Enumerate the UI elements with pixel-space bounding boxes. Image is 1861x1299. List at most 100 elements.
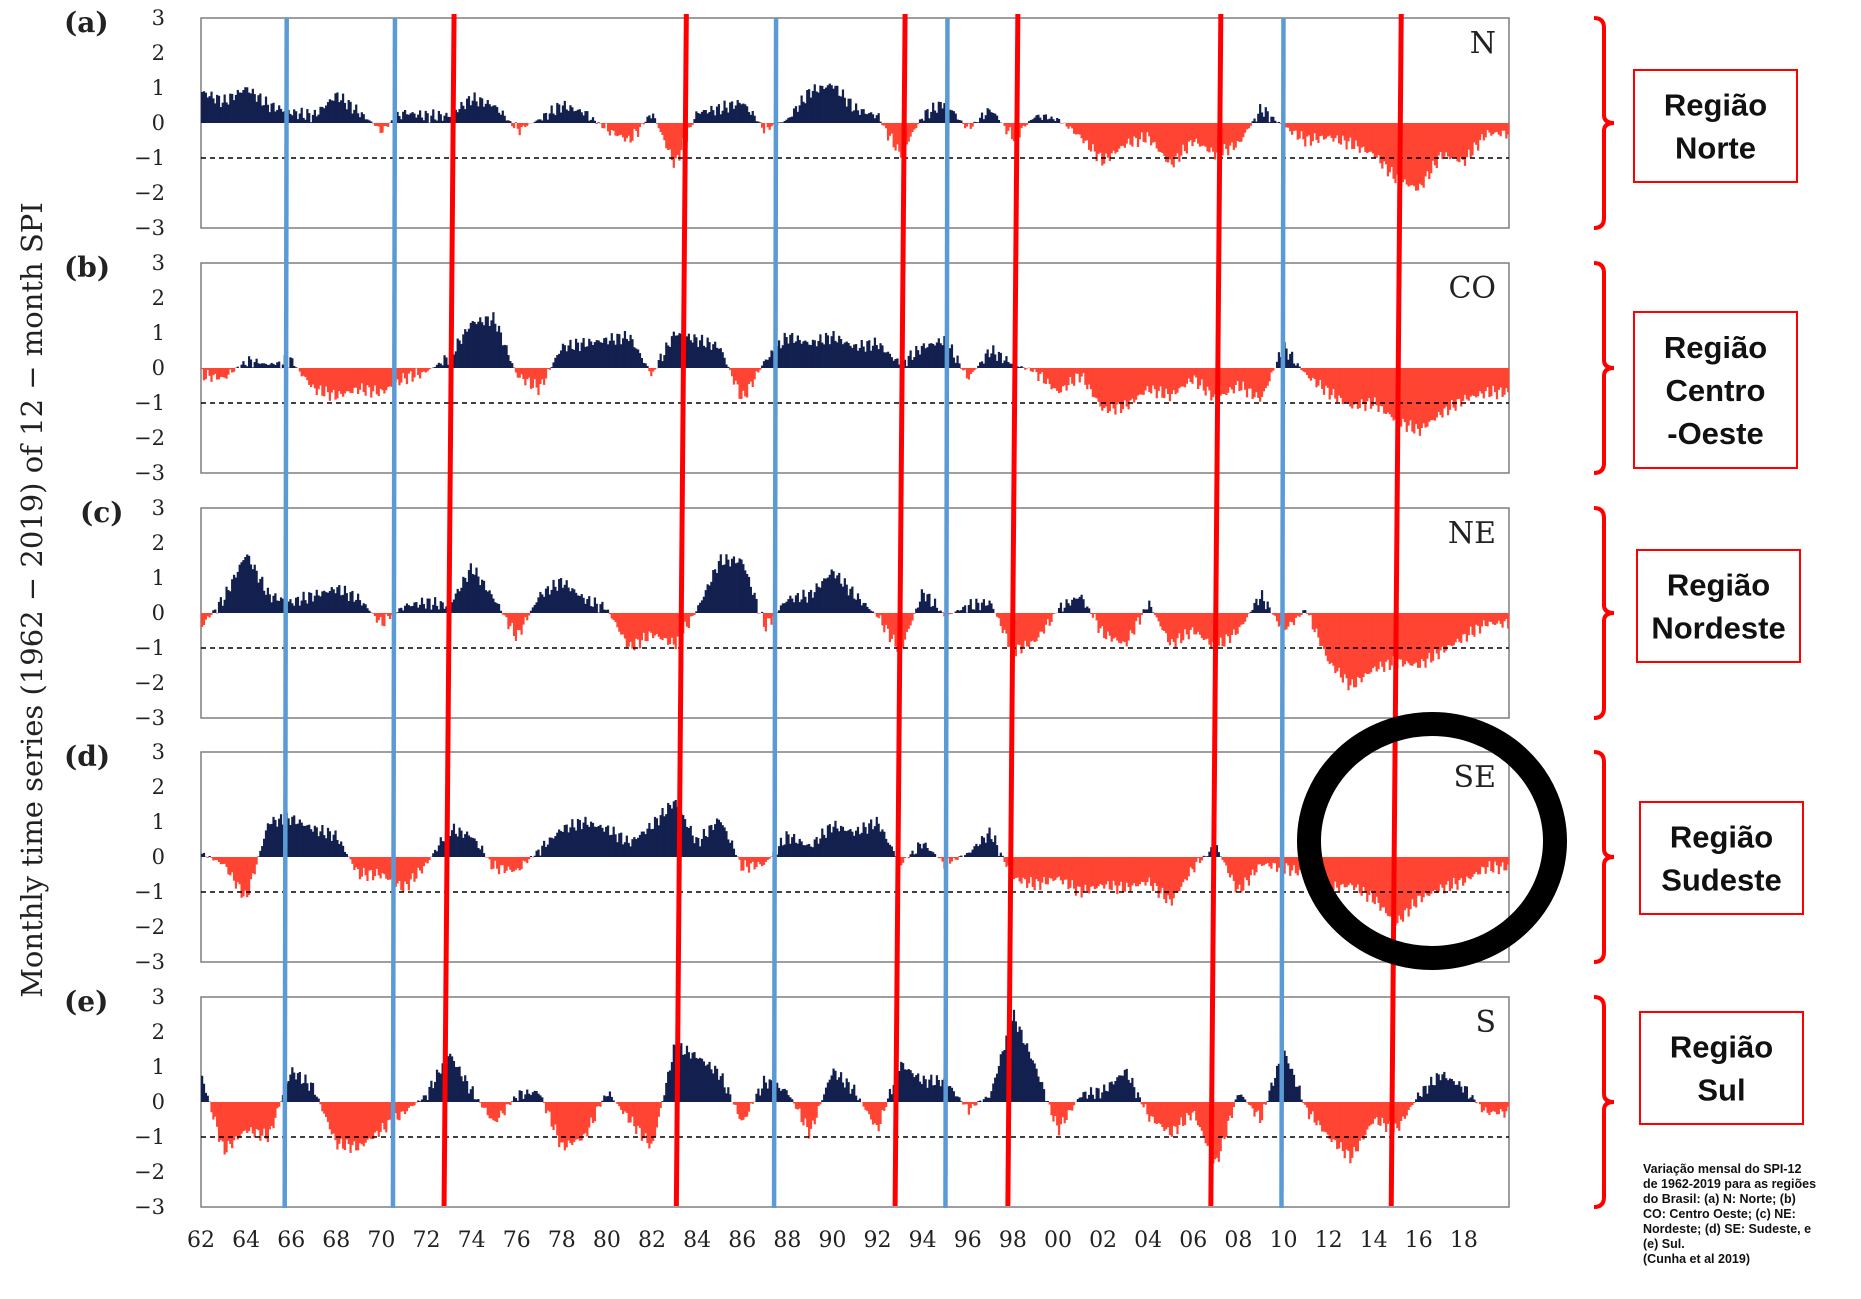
spi-bar — [692, 123, 694, 125]
panels-group: 3210−1−2−3(a)N3210−1−2−3(b)CO3210−1−2−3(… — [64, 6, 1509, 1219]
region-code: N — [1470, 26, 1496, 61]
x-tick-label: 78 — [548, 1228, 576, 1253]
spi-bar — [427, 113, 429, 123]
spi-bar — [250, 359, 252, 368]
y-tick-label: −2 — [134, 1160, 165, 1184]
spi-bar — [477, 1099, 479, 1102]
spi-bar — [960, 121, 962, 123]
spi-bar — [1022, 367, 1024, 368]
spi-bar — [975, 1102, 977, 1105]
region-name-line: Nordeste — [1651, 611, 1785, 646]
y-tick-label: −1 — [134, 146, 165, 170]
spi-bar — [1278, 122, 1280, 123]
spi-bar — [1300, 613, 1302, 615]
panel-letter: (e) — [64, 985, 108, 1018]
spi-bars — [201, 312, 1509, 436]
y-tick-label: −2 — [134, 915, 165, 939]
region-code: S — [1475, 1005, 1496, 1040]
spi-bar — [958, 363, 960, 368]
spi-bar — [209, 856, 211, 857]
spi-bar — [526, 123, 528, 126]
spi-bar — [759, 122, 761, 123]
spi-bar — [761, 612, 763, 613]
x-tick-label: 92 — [864, 1228, 892, 1253]
spi-bar — [237, 367, 239, 368]
region-name-line: -Oeste — [1667, 416, 1763, 451]
blue-event-line — [1281, 18, 1283, 1208]
spi-bar — [660, 1102, 662, 1108]
y-tick-label: 0 — [152, 845, 165, 869]
y-tick-label: 3 — [152, 985, 165, 1009]
spi-bar — [528, 613, 530, 616]
spi-bar — [509, 1102, 511, 1105]
spi-bar — [515, 122, 517, 123]
y-tick-label: −3 — [134, 706, 165, 730]
x-tick-label: 14 — [1360, 1228, 1388, 1253]
blue-event-line — [774, 18, 776, 1208]
spi-bar — [210, 613, 212, 615]
spi-bar — [1233, 1102, 1235, 1107]
spi-bar — [1507, 1102, 1509, 1107]
spi-bar — [1507, 613, 1509, 628]
spi-bar — [960, 1101, 962, 1102]
y-tick-label: 1 — [152, 76, 165, 100]
blue-event-line — [393, 18, 395, 1208]
y-tick-label: 3 — [152, 496, 165, 520]
spi-bar — [1141, 613, 1143, 615]
spi-bar — [483, 853, 485, 857]
x-tick-label: 04 — [1134, 1228, 1162, 1253]
spi-bar — [1026, 123, 1028, 125]
x-tick-label: 82 — [638, 1228, 666, 1253]
spi-bar — [878, 113, 880, 123]
spi-bar — [654, 118, 656, 123]
spi-bar — [1002, 856, 1004, 857]
x-tick-label: 08 — [1224, 1228, 1252, 1253]
spi-bar — [1507, 123, 1509, 135]
y-tick-label: −3 — [134, 1195, 165, 1219]
panel-letter: (a) — [64, 6, 109, 39]
y-tick-label: 0 — [152, 1090, 165, 1114]
spi-bar — [763, 123, 765, 133]
spi-bar — [1250, 123, 1252, 126]
spi-bar — [992, 609, 994, 613]
spi-bar — [528, 857, 530, 859]
region-name-line: Região — [1670, 1030, 1773, 1065]
y-tick-label: 2 — [152, 775, 165, 799]
spi-bar — [956, 857, 958, 860]
spi-bar — [308, 113, 310, 123]
y-tick-label: 2 — [152, 41, 165, 65]
spi-bar — [216, 613, 218, 614]
x-tick-label: 70 — [367, 1228, 395, 1253]
spi-bar — [1047, 1101, 1049, 1102]
spi-bar — [207, 1096, 209, 1102]
y-tick-label: 1 — [152, 566, 165, 590]
spi-bar — [729, 1094, 731, 1102]
spi-bar — [646, 366, 648, 368]
spi-bar — [1088, 608, 1090, 613]
spi-bar — [383, 613, 385, 626]
spi-bar — [549, 368, 551, 370]
y-tick-label: 1 — [152, 1055, 165, 1079]
x-tick-label: 02 — [1089, 1228, 1117, 1253]
spi-bar — [541, 1097, 543, 1102]
spi-bar — [207, 857, 209, 858]
x-tick-label: 62 — [187, 1228, 215, 1253]
spi-bar — [415, 1102, 417, 1103]
x-tick-label: 18 — [1450, 1228, 1478, 1253]
spi-bar — [917, 123, 919, 124]
spi-bar — [859, 1099, 861, 1102]
spi-bar — [1139, 1097, 1141, 1102]
spi-bar — [1201, 857, 1203, 860]
spi-bar — [872, 612, 874, 614]
spi-bar — [904, 857, 906, 858]
spi-bar — [979, 1101, 981, 1102]
panel-letter: (b) — [64, 251, 110, 284]
x-tick-label: 84 — [683, 1228, 711, 1253]
spi-bar — [964, 605, 966, 613]
spi-bar — [278, 1102, 280, 1107]
